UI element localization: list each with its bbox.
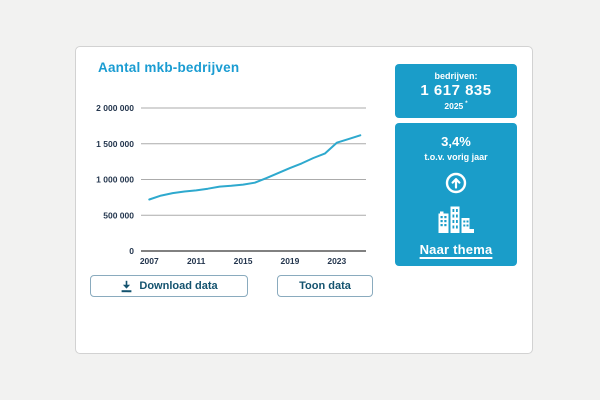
- y-tick-label: 500 000: [103, 210, 134, 220]
- x-tick-label: 2007: [140, 256, 159, 266]
- line-chart-svg: 2 000 000 1 500 000 1 000 000 500 000 0 2007 2…: [96, 103, 366, 266]
- arrow-up-circle-icon: [445, 172, 467, 194]
- y-tick-label: 1 500 000: [96, 139, 134, 149]
- x-tick-label: 2023: [327, 256, 346, 266]
- change-caption: t.o.v. vorig jaar: [424, 152, 488, 162]
- y-tick-label: 1 000 000: [96, 175, 134, 185]
- page-title: Aantal mkb-bedrijven: [98, 60, 240, 75]
- download-button-label: Download data: [139, 280, 218, 292]
- x-tick-label: 2011: [187, 256, 206, 266]
- kpi-value: 1 617 835: [420, 82, 492, 99]
- y-tick-label: 2 000 000: [96, 103, 134, 113]
- series-line: [148, 134, 362, 201]
- buildings-icon: [438, 206, 474, 233]
- show-data-button[interactable]: Toon data: [277, 275, 373, 297]
- change-percentage: 3,4%: [441, 134, 471, 149]
- line-chart: 2 000 000 1 500 000 1 000 000 500 000 0 2007 2…: [86, 97, 386, 272]
- naar-thema-link[interactable]: Naar thema: [419, 242, 493, 257]
- x-tick-label: 2015: [234, 256, 253, 266]
- kpi-panel-value: bedrijven: 1 617 835 2025 *: [395, 64, 517, 118]
- provisional-mark: *: [465, 101, 468, 108]
- y-tick-label: 0: [129, 246, 134, 256]
- show-button-label: Toon data: [299, 280, 351, 292]
- kpi-period: 2025 *: [444, 101, 468, 111]
- kpi-panel-trend: 3,4% t.o.v. vorig jaar: [395, 123, 517, 266]
- x-tick-label: 2019: [280, 256, 299, 266]
- statistic-widget-card: Aantal mkb-bedrijven 2 000 000 1 500 000 1…: [75, 46, 533, 354]
- download-data-button[interactable]: Download data: [90, 275, 248, 297]
- kpi-label: bedrijven:: [434, 71, 478, 81]
- download-icon: [121, 280, 132, 292]
